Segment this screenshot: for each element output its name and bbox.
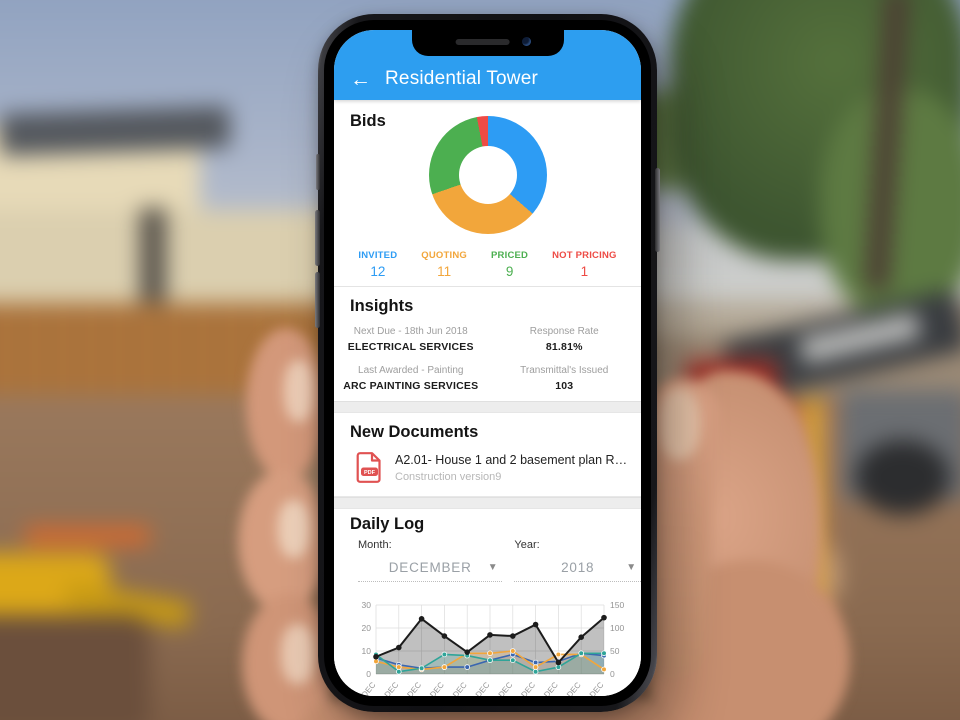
svg-text:150: 150 xyxy=(610,600,624,610)
insight-item: Next Due - 18th Jun 2018 ELECTRICAL SERV… xyxy=(334,326,488,353)
month-select[interactable]: DECEMBER ▼ xyxy=(358,560,503,582)
insights-grid: Next Due - 18th Jun 2018 ELECTRICAL SERV… xyxy=(334,326,641,404)
daily-log-section: Daily Log Month: DECEMBER ▼ Year: xyxy=(334,509,641,696)
document-subtitle: Construction version9 xyxy=(395,470,502,483)
bid-stat-label: INVITED xyxy=(358,250,398,261)
bid-stat-value: 11 xyxy=(437,264,452,279)
bid-stat[interactable]: NOT PRICING 1 xyxy=(552,250,616,279)
svg-text:05 DEC: 05 DEC xyxy=(444,680,469,696)
insight-label: Transmittal's Issued xyxy=(520,365,609,376)
year-select-value: 2018 xyxy=(561,560,595,575)
insight-value: 103 xyxy=(555,380,574,392)
svg-text:04 DEC: 04 DEC xyxy=(421,680,446,696)
svg-text:01 DEC: 01 DEC xyxy=(353,680,378,696)
mute-switch xyxy=(316,154,320,190)
app-content: Bids INVITED 12 QUOTING 11 xyxy=(334,100,641,696)
daily-log-heading: Daily Log xyxy=(350,515,425,533)
insight-item: Last Awarded - Painting ARC PAINTING SER… xyxy=(334,365,488,392)
document-list-item[interactable]: PDF A2.01- House 1 and 2 basement plan R… xyxy=(356,451,631,484)
phone-frame: ← Residential Tower Bids INVITED 12 xyxy=(315,14,660,712)
svg-text:03 DEC: 03 DEC xyxy=(398,680,423,696)
front-camera xyxy=(521,37,531,46)
shadow-patch xyxy=(0,615,150,720)
phone-screen: ← Residential Tower Bids INVITED 12 xyxy=(334,30,641,696)
insights-heading: Insights xyxy=(350,297,414,315)
month-label: Month: xyxy=(358,539,392,551)
svg-text:07 DEC: 07 DEC xyxy=(489,680,514,696)
year-select[interactable]: 2018 ▼ xyxy=(514,560,641,582)
excavator-wheel xyxy=(855,440,950,515)
pdf-file-icon: PDF xyxy=(356,452,381,483)
new-documents-section: New Documents PDF A2.01- House 1 and 2 b… xyxy=(334,413,641,497)
orange-barrier xyxy=(25,526,150,546)
bid-stat-label: PRICED xyxy=(491,250,529,261)
svg-text:06 DEC: 06 DEC xyxy=(467,680,492,696)
insight-value: ARC PAINTING SERVICES xyxy=(343,380,479,392)
insight-item: Transmittal's Issued 103 xyxy=(488,365,642,392)
document-title: A2.01- House 1 and 2 basement plan Rev D… xyxy=(395,452,630,467)
power-button xyxy=(655,168,660,252)
chevron-down-icon: ▼ xyxy=(626,562,637,573)
bid-stat-value: 12 xyxy=(370,264,386,279)
insight-item: Response Rate 81.81% xyxy=(488,326,642,353)
insight-label: Next Due - 18th Jun 2018 xyxy=(353,326,468,337)
svg-text:PDF: PDF xyxy=(364,470,376,476)
fingernail xyxy=(281,624,315,684)
svg-text:11 DEC: 11 DEC xyxy=(581,680,606,696)
document-text: A2.01- House 1 and 2 basement plan Rev D… xyxy=(395,453,630,483)
month-field: Month: DECEMBER ▼ xyxy=(358,539,503,582)
speaker-slot xyxy=(455,39,510,45)
insight-label: Last Awarded - Painting xyxy=(358,365,464,376)
svg-text:02 DEC: 02 DEC xyxy=(375,680,400,696)
year-label: Year: xyxy=(514,539,540,551)
svg-text:08 DEC: 08 DEC xyxy=(512,680,537,696)
bid-stat-label: QUOTING xyxy=(421,250,468,261)
chevron-down-icon: ▼ xyxy=(487,562,499,573)
new-documents-heading: New Documents xyxy=(350,423,479,441)
svg-text:30: 30 xyxy=(362,600,372,610)
bid-stat-label: NOT PRICING xyxy=(552,250,617,261)
divider xyxy=(334,286,641,287)
insight-label: Response Rate xyxy=(529,326,599,337)
bids-section: Bids INVITED 12 QUOTING 11 xyxy=(334,100,641,286)
year-field: Year: 2018 ▼ xyxy=(514,539,641,582)
daily-log-controls: Month: DECEMBER ▼ Year: 2018 ▼ xyxy=(334,509,641,582)
bids-stats-row: INVITED 12 QUOTING 11 PRICED 9 xyxy=(334,250,641,279)
svg-text:0: 0 xyxy=(366,669,371,679)
insight-value: ELECTRICAL SERVICES xyxy=(347,341,474,353)
svg-text:09 DEC: 09 DEC xyxy=(535,680,560,696)
bids-donut-chart xyxy=(428,116,547,234)
section-divider xyxy=(334,401,641,413)
svg-text:50: 50 xyxy=(610,646,620,656)
bid-stat-value: 9 xyxy=(505,264,514,279)
retaining-wall xyxy=(0,210,370,310)
bid-stat[interactable]: QUOTING 11 xyxy=(421,250,467,279)
svg-text:100: 100 xyxy=(610,623,624,633)
phone-bezel: ← Residential Tower Bids INVITED 12 xyxy=(324,20,651,706)
month-select-value: DECEMBER xyxy=(388,560,472,575)
fingernail xyxy=(278,500,310,558)
volume-up-button xyxy=(315,210,320,266)
daily-log-chart-wrap: 0 0 10 50 20 100 30 150 01 DEC 02 DEC 03 DEC 04 DEC… xyxy=(346,592,641,696)
bid-stat[interactable]: PRICED 9 xyxy=(491,250,528,279)
thumbnail xyxy=(658,388,700,460)
svg-text:20: 20 xyxy=(362,623,372,633)
svg-text:0: 0 xyxy=(610,669,615,679)
volume-down-button xyxy=(315,272,320,328)
section-divider xyxy=(334,497,641,509)
svg-text:10: 10 xyxy=(362,646,372,656)
insight-value: 81.81% xyxy=(545,341,583,353)
bids-heading: Bids xyxy=(350,112,386,130)
fingernail xyxy=(284,360,314,422)
page-title: Residential Tower xyxy=(385,68,539,89)
svg-text:10 DEC: 10 DEC xyxy=(558,680,583,696)
bid-stat-value: 1 xyxy=(580,264,589,279)
insights-section: Insights Next Due - 18th Jun 2018 ELECTR… xyxy=(334,295,641,401)
back-arrow-icon[interactable]: ← xyxy=(350,68,371,91)
bid-stat[interactable]: INVITED 12 xyxy=(358,250,397,279)
phone-notch xyxy=(411,30,564,56)
